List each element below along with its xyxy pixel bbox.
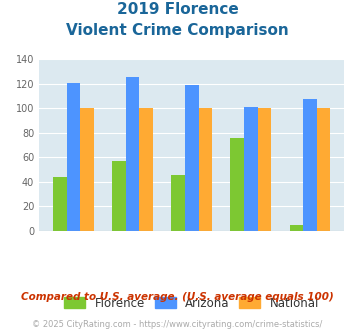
Bar (80, 109, 94, 231)
Bar (66, 83, 80, 231)
Bar (317, 109, 331, 231)
Bar (185, 85, 198, 231)
Bar (112, 161, 126, 231)
Bar (139, 109, 153, 231)
Bar (258, 109, 271, 231)
Bar (171, 175, 185, 231)
Legend: Florence, Arizona, National: Florence, Arizona, National (59, 292, 324, 314)
Bar (53, 177, 66, 231)
Bar (290, 225, 303, 231)
Bar (198, 109, 212, 231)
Bar (244, 107, 258, 231)
Bar (230, 138, 244, 231)
Text: 2019 Florence: 2019 Florence (117, 2, 238, 16)
Text: Compared to U.S. average. (U.S. average equals 100): Compared to U.S. average. (U.S. average … (21, 292, 334, 302)
Text: © 2025 CityRating.com - https://www.cityrating.com/crime-statistics/: © 2025 CityRating.com - https://www.city… (32, 320, 323, 329)
Bar (303, 99, 317, 231)
Text: Violent Crime Comparison: Violent Crime Comparison (66, 23, 289, 38)
Bar (126, 77, 139, 231)
